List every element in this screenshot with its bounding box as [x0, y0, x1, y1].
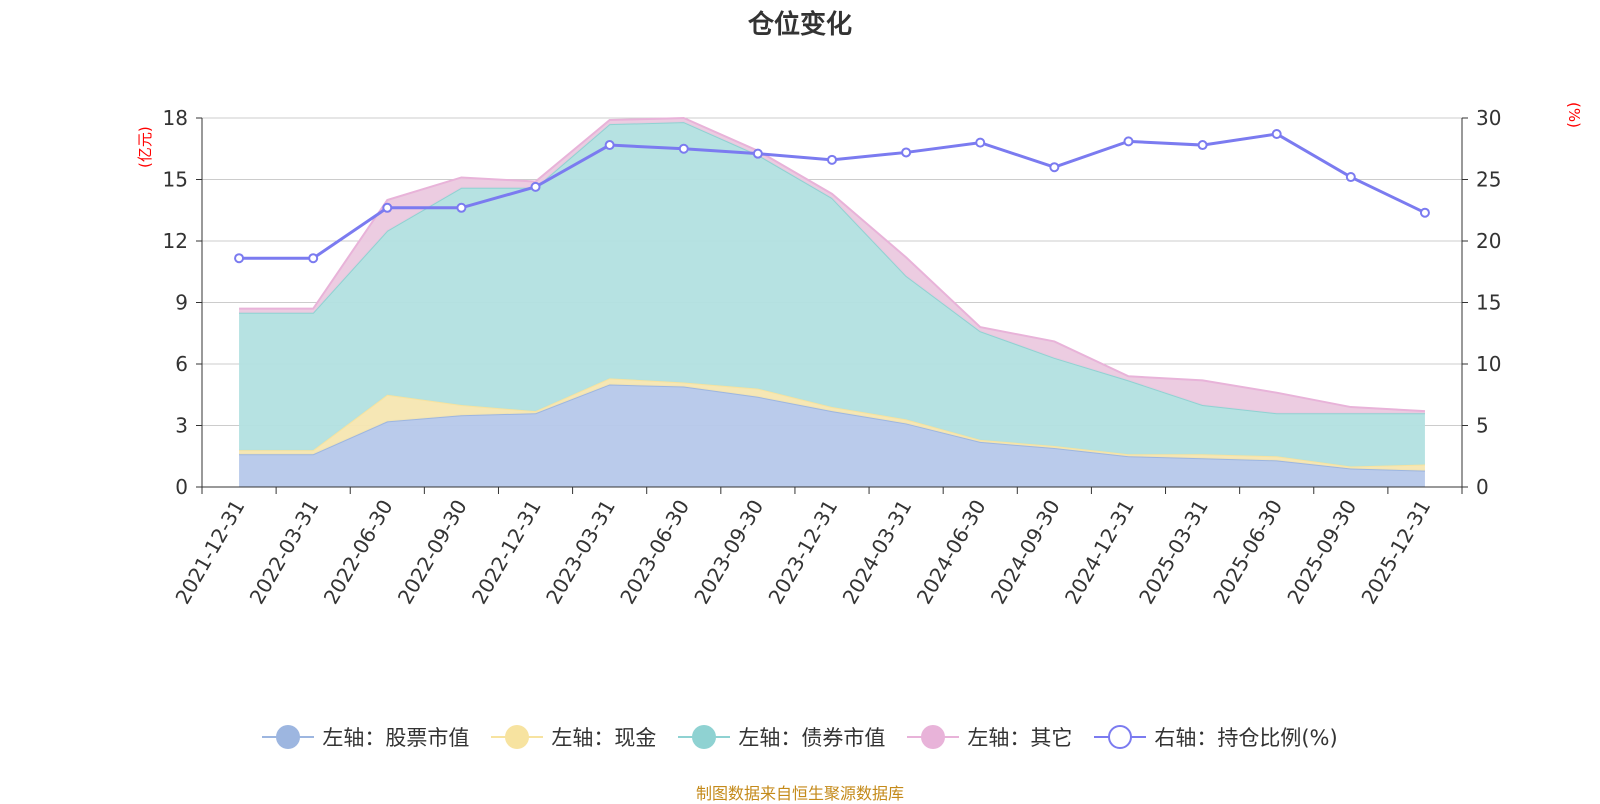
x-tick-label: 2022-06-30 [319, 496, 398, 609]
left-y-tick-label: 3 [175, 414, 188, 438]
right-y-tick-label: 10 [1476, 352, 1501, 376]
legend-item-bond[interactable]: 左轴：债券市值 [678, 722, 885, 752]
legend-item-ratio[interactable]: 右轴：持仓比例(%) [1094, 722, 1338, 752]
legend-ratio-label: 右轴：持仓比例(%) [1154, 726, 1338, 750]
ratio-point [456, 202, 467, 213]
legend-ratio-icon [1094, 724, 1147, 750]
x-tick-label: 2024-09-30 [986, 496, 1065, 609]
ratio-point [1197, 140, 1208, 151]
left-y-tick-label: 0 [175, 475, 188, 499]
x-tick-label: 2022-09-30 [393, 495, 472, 608]
legend-bond-icon [678, 724, 731, 750]
ratio-point [382, 202, 393, 213]
right-y-tick-label: 30 [1476, 106, 1501, 130]
legend-item-other[interactable]: 左轴：其它 [907, 722, 1072, 752]
x-tick-label: 2022-03-31 [245, 496, 324, 609]
x-tick-label: 2023-09-30 [689, 496, 768, 609]
x-tick-label: 2022-12-31 [467, 496, 546, 609]
ratio-point [1345, 172, 1356, 183]
area-series-1 [239, 378, 1425, 471]
x-tick-label: 2023-06-30 [615, 496, 694, 609]
x-tick-label: 2023-03-31 [541, 496, 620, 609]
legend-item-cash[interactable]: 左轴：现金 [491, 722, 656, 752]
right-y-tick-label: 20 [1476, 229, 1501, 253]
x-tick-label: 2025-09-30 [1282, 496, 1361, 609]
x-tick-label: 2024-03-31 [838, 496, 917, 609]
x-tick-label: 2025-03-31 [1134, 496, 1213, 609]
x-tick-label: 2021-12-31 [170, 496, 249, 609]
ratio-point [308, 253, 319, 264]
left-y-tick-label: 9 [175, 291, 188, 315]
ratio-point [530, 181, 541, 192]
ratio-point [1419, 207, 1430, 218]
ratio-point [827, 154, 837, 165]
area-series-line-3 [239, 116, 1425, 413]
area-series-0 [239, 384, 1425, 487]
right-y-tick-label: 5 [1476, 414, 1489, 438]
legend-stock-label: 左轴：股票市值 [322, 726, 470, 750]
legend-cash-label: 左轴：现金 [551, 726, 657, 750]
left-y-tick-label: 18 [163, 106, 188, 130]
x-tick-label: 2025-06-30 [1208, 496, 1287, 609]
ratio-point [604, 140, 615, 151]
legend: 左轴：股票市值 左轴：现金 左轴：债券市值 左轴：其它 右轴：持仓比例(%) [0, 722, 1600, 752]
chart-title: 仓位变化 [747, 10, 852, 40]
x-tick-label: 2025-12-31 [1356, 496, 1435, 609]
ratio-point [975, 137, 986, 148]
ratio-point [752, 148, 763, 159]
ratio-point [1123, 136, 1134, 147]
right-y-tick-label: 0 [1476, 475, 1489, 499]
right-y-tick-label: 25 [1476, 168, 1501, 192]
ratio-point [1271, 128, 1282, 139]
data-source-note: 制图数据来自恒生聚源数据库 [695, 784, 904, 803]
x-tick-label: 2024-12-31 [1060, 496, 1139, 609]
right-y-tick-label: 15 [1476, 291, 1501, 315]
x-tick-label: 2024-06-30 [912, 496, 991, 609]
legend-other-icon [907, 724, 960, 750]
legend-cash-icon [491, 724, 544, 750]
legend-item-stock[interactable]: 左轴：股票市值 [262, 722, 469, 752]
ratio-point [678, 143, 689, 154]
left-y-tick-label: 12 [163, 229, 188, 253]
left-y-tick-label: 6 [175, 352, 188, 376]
left-y-tick-label: 15 [163, 168, 188, 192]
ratio-point [234, 253, 245, 264]
ratio-point [1049, 162, 1060, 173]
legend-bond-label: 左轴：债券市值 [738, 726, 886, 750]
legend-other-label: 左轴：其它 [967, 726, 1073, 750]
ratio-point [901, 147, 912, 158]
x-tick-label: 2023-12-31 [763, 496, 842, 609]
legend-stock-icon [262, 724, 315, 750]
